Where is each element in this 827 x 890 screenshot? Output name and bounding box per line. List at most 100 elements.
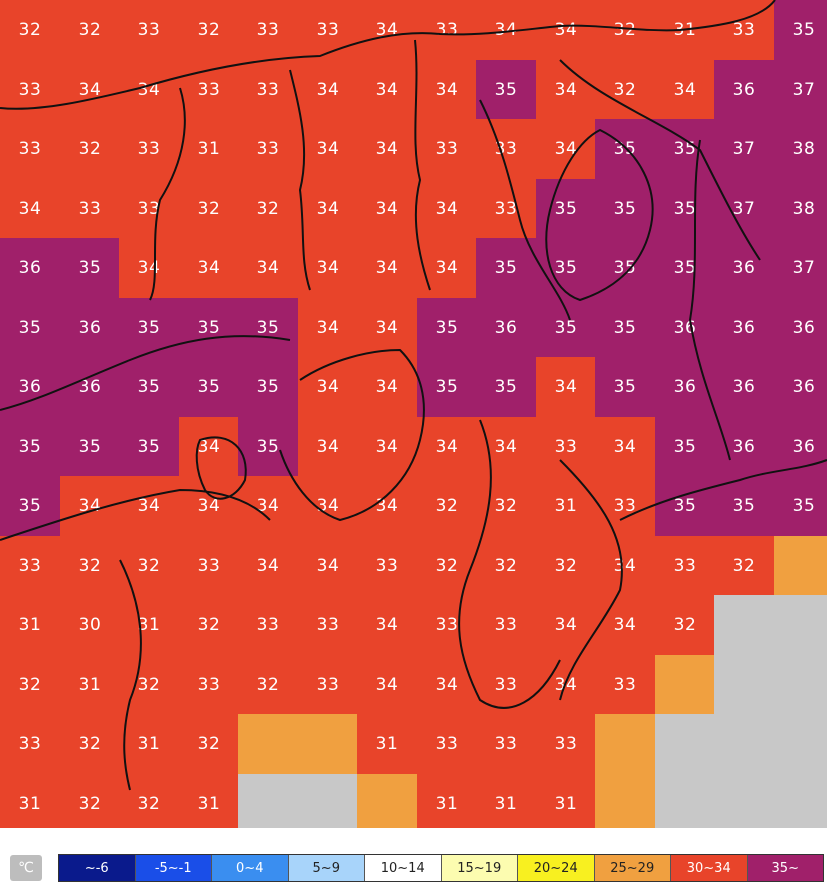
grid-cell: 35 bbox=[595, 298, 655, 358]
grid-cell: 34 bbox=[357, 417, 417, 477]
grid-cell: 33 bbox=[714, 0, 774, 60]
grid-cell bbox=[774, 595, 827, 655]
grid-cell: 37 bbox=[714, 119, 774, 179]
grid-cell: 37 bbox=[774, 238, 827, 298]
grid-cell: 34 bbox=[357, 476, 417, 536]
grid-cell: 36 bbox=[60, 357, 120, 417]
grid-cell: 37 bbox=[714, 179, 774, 239]
grid-cell: 35 bbox=[0, 476, 60, 536]
grid-cell: 34 bbox=[60, 476, 120, 536]
grid-cell: 34 bbox=[536, 655, 596, 715]
grid-cell: 31 bbox=[0, 595, 60, 655]
grid-cell: 32 bbox=[179, 0, 239, 60]
grid-cell: 33 bbox=[476, 119, 536, 179]
grid-cell: 32 bbox=[60, 714, 120, 774]
legend-item: 25~29 bbox=[594, 855, 671, 881]
grid-cell: 30 bbox=[60, 595, 120, 655]
grid-cell bbox=[298, 774, 358, 828]
grid-cell: 33 bbox=[119, 179, 179, 239]
grid-cell: 31 bbox=[179, 119, 239, 179]
grid-cell: 34 bbox=[119, 476, 179, 536]
legend-bar: ~-6 -5~-1 0~4 5~9 10~14 15~19 20~24 25~29 30~34 3… bbox=[58, 854, 824, 882]
grid-cell: 35 bbox=[0, 417, 60, 477]
grid-cell: 33 bbox=[60, 179, 120, 239]
grid-cell: 33 bbox=[417, 714, 477, 774]
grid-cell: 35 bbox=[238, 357, 298, 417]
grid-cell: 35 bbox=[536, 179, 596, 239]
grid-cell: 31 bbox=[417, 774, 477, 828]
grid-cell: 34 bbox=[298, 536, 358, 596]
grid-cell: 34 bbox=[536, 357, 596, 417]
grid-cell bbox=[714, 655, 774, 715]
grid-cell: 33 bbox=[238, 0, 298, 60]
temperature-map: 32 32 33 32 33 33 34 33 34 34 32 31 33 35 33 34 34 33 33 34… bbox=[0, 0, 827, 828]
grid-cell: 33 bbox=[536, 714, 596, 774]
grid-cell: 33 bbox=[476, 595, 536, 655]
grid-cell: 35 bbox=[595, 238, 655, 298]
grid-cell: 32 bbox=[179, 179, 239, 239]
grid-cell: 35 bbox=[595, 357, 655, 417]
grid-cell: 33 bbox=[238, 595, 298, 655]
legend-item: 5~9 bbox=[288, 855, 365, 881]
grid-cell: 33 bbox=[238, 119, 298, 179]
grid-cell: 35 bbox=[417, 298, 477, 358]
grid-cell: 34 bbox=[595, 536, 655, 596]
grid-cell: 34 bbox=[536, 119, 596, 179]
grid-cell: 35 bbox=[476, 357, 536, 417]
grid-cell: 33 bbox=[238, 60, 298, 120]
grid-cell bbox=[714, 595, 774, 655]
grid-cell: 34 bbox=[238, 536, 298, 596]
grid-cell: 34 bbox=[595, 417, 655, 477]
legend-item: ~-6 bbox=[59, 855, 136, 881]
grid-cell: 32 bbox=[60, 774, 120, 828]
grid-cell: 35 bbox=[119, 417, 179, 477]
grid-cell: 35 bbox=[536, 298, 596, 358]
grid-cell: 32 bbox=[60, 119, 120, 179]
grid-cell: 33 bbox=[476, 655, 536, 715]
grid-cell: 33 bbox=[595, 476, 655, 536]
grid-cell: 32 bbox=[60, 0, 120, 60]
grid-cell: 34 bbox=[298, 238, 358, 298]
grid-cell: 34 bbox=[417, 655, 477, 715]
grid-cell: 32 bbox=[60, 536, 120, 596]
grid-cell: 36 bbox=[774, 417, 827, 477]
legend-unit-label: ℃ bbox=[10, 855, 42, 881]
grid-cell: 31 bbox=[536, 476, 596, 536]
grid-cell: 32 bbox=[119, 774, 179, 828]
grid-cell: 33 bbox=[179, 655, 239, 715]
grid-cell: 33 bbox=[119, 119, 179, 179]
legend-item: 10~14 bbox=[365, 855, 442, 881]
grid-cell: 36 bbox=[714, 357, 774, 417]
grid-cell: 35 bbox=[476, 238, 536, 298]
grid-cell bbox=[595, 774, 655, 828]
grid-cell: 33 bbox=[0, 119, 60, 179]
grid-cell: 32 bbox=[238, 655, 298, 715]
grid-cell: 32 bbox=[595, 0, 655, 60]
grid-cell: 36 bbox=[655, 357, 715, 417]
grid-cell bbox=[595, 714, 655, 774]
grid-cell: 34 bbox=[417, 179, 477, 239]
grid-cell bbox=[655, 655, 715, 715]
grid-cell bbox=[774, 536, 827, 596]
grid-cell: 35 bbox=[536, 238, 596, 298]
grid-cell: 38 bbox=[774, 119, 827, 179]
grid-cell: 33 bbox=[417, 119, 477, 179]
grid-cell: 35 bbox=[119, 298, 179, 358]
grid-cell bbox=[238, 714, 298, 774]
grid-cell: 35 bbox=[655, 417, 715, 477]
grid-cell: 35 bbox=[0, 298, 60, 358]
grid-cell: 34 bbox=[417, 238, 477, 298]
grid-cell: 32 bbox=[476, 536, 536, 596]
grid-cell: 34 bbox=[298, 357, 358, 417]
grid-cell: 31 bbox=[60, 655, 120, 715]
grid-cell: 34 bbox=[119, 238, 179, 298]
grid-cell: 34 bbox=[298, 298, 358, 358]
grid-cell: 34 bbox=[298, 60, 358, 120]
grid-cell: 32 bbox=[595, 60, 655, 120]
grid-cell: 32 bbox=[417, 536, 477, 596]
grid-cell bbox=[774, 774, 827, 828]
grid-cell: 34 bbox=[536, 60, 596, 120]
grid-cell: 31 bbox=[536, 774, 596, 828]
legend-item: 20~24 bbox=[518, 855, 595, 881]
grid-cell: 31 bbox=[119, 595, 179, 655]
